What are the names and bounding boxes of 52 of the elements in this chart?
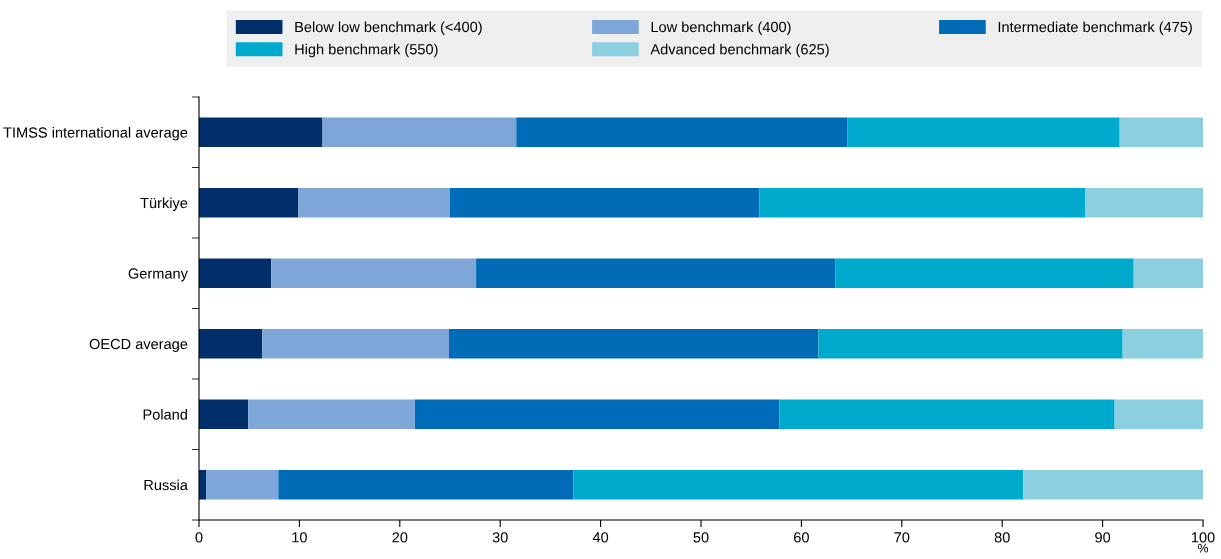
bar bbox=[835, 258, 1134, 289]
bar bbox=[414, 399, 780, 430]
bar bbox=[199, 328, 263, 359]
legend-label: High benchmark (550) bbox=[295, 43, 438, 58]
y-tick-label: Türkiye bbox=[140, 197, 188, 212]
x-tick-label: 90 bbox=[1095, 532, 1111, 543]
bar bbox=[199, 187, 299, 218]
x-tick-label: 100 bbox=[1191, 532, 1215, 543]
bar bbox=[248, 399, 415, 430]
legend-label: Intermediate benchmark (475) bbox=[998, 21, 1192, 36]
bar bbox=[262, 328, 449, 359]
x-tick-label: 30 bbox=[492, 532, 508, 543]
bar bbox=[818, 328, 1123, 359]
bar bbox=[322, 117, 517, 148]
bar bbox=[516, 117, 848, 148]
bar bbox=[449, 328, 819, 359]
bar bbox=[206, 469, 279, 500]
x-tick-label: 40 bbox=[592, 532, 609, 543]
y-tick-label: OECD average bbox=[89, 338, 188, 353]
bar bbox=[759, 187, 1086, 218]
bar bbox=[476, 258, 836, 289]
bar bbox=[450, 187, 760, 218]
x-tick-label: 50 bbox=[693, 532, 709, 543]
bar bbox=[1023, 469, 1203, 500]
bar bbox=[779, 399, 1115, 430]
x-tick-label: 0 bbox=[195, 532, 203, 543]
legend-label: Low benchmark (400) bbox=[651, 21, 791, 36]
legend-label: Below low benchmark (<400) bbox=[295, 21, 482, 36]
y-tick-label: TIMSS international average bbox=[3, 126, 188, 141]
y-tick-label: Poland bbox=[143, 408, 187, 420]
bar bbox=[1119, 117, 1203, 148]
bar bbox=[1122, 328, 1203, 359]
bar bbox=[573, 469, 1024, 500]
bar bbox=[278, 469, 574, 500]
y-tick-label: Russia bbox=[144, 479, 188, 491]
bar bbox=[199, 399, 249, 430]
x-tick-label: 80 bbox=[994, 532, 1010, 543]
bar bbox=[271, 258, 477, 289]
bar bbox=[199, 117, 323, 148]
bar bbox=[199, 258, 272, 289]
y-tick-label: Germany bbox=[128, 268, 188, 282]
x-tick-label: 20 bbox=[392, 532, 408, 543]
x-tick-label: 70 bbox=[894, 532, 910, 543]
x-axis-title: % bbox=[1197, 543, 1209, 553]
bar bbox=[298, 187, 450, 218]
bar bbox=[1133, 258, 1203, 289]
legend-label: Advanced benchmark (625) bbox=[650, 43, 829, 58]
bar bbox=[847, 117, 1120, 148]
x-tick-label: 10 bbox=[292, 532, 307, 543]
bar bbox=[1085, 187, 1203, 218]
x-tick-label: 60 bbox=[794, 532, 809, 543]
bar bbox=[1114, 399, 1203, 430]
